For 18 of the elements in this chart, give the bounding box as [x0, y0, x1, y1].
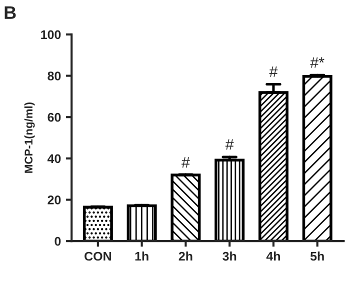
x-tick-label: 4h	[266, 251, 280, 261]
y-tick-label: 80	[48, 72, 61, 80]
annotation: #	[182, 157, 190, 168]
x-tick-label: CON	[84, 252, 111, 261]
y-tick-label: 0	[54, 236, 61, 246]
x-tick-label: 5h	[310, 251, 324, 261]
annotation: #*	[310, 57, 324, 68]
annotation: #	[269, 66, 278, 77]
x-tick-label: 3h	[222, 251, 236, 261]
y-axis-title: MCP-1(ng/ml)	[24, 102, 35, 173]
chart-title: B	[4, 6, 16, 19]
y-tick-label: 100	[41, 30, 61, 40]
y-tick-label: 20	[48, 196, 61, 204]
y-tick-label: 40	[47, 154, 61, 164]
x-tick-label: 2h	[178, 251, 192, 261]
annotation: #	[225, 139, 234, 150]
x-tick-label: 1h	[135, 251, 148, 261]
y-tick-label: 60	[48, 112, 61, 122]
